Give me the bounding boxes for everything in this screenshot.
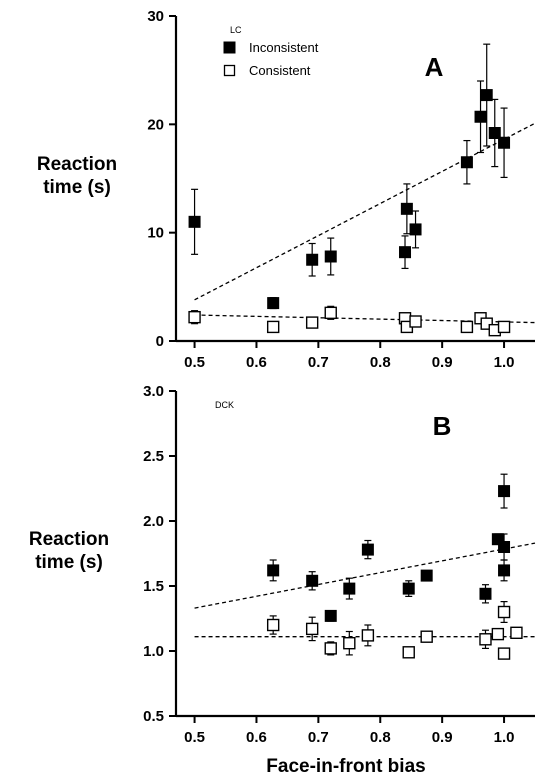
panel-a-point-inconsistent (188, 215, 201, 228)
panel-b-point-inconsistent (491, 533, 504, 546)
panel-a-point-inconsistent (306, 253, 319, 266)
panel-a-point-inconsistent (480, 89, 493, 102)
panel-a-x-tick-label: 0.5 (184, 354, 205, 371)
panel-a-point-consistent (324, 306, 337, 320)
panel-a-point-inconsistent (474, 110, 487, 123)
legend-filled-square-icon (223, 41, 236, 54)
panel-a-point-consistent (497, 320, 511, 334)
panel-b: 0.5 1.0 1.5 2.0 2.5 3.0 0.5 0.6 0.7 0.8 0.9 1.0 Rea… (29, 383, 536, 777)
panel-b-axes: 0.5 1.0 1.5 2.0 2.5 3.0 0.5 0.6 0.7 0.8 0.9 1.0 (143, 383, 535, 746)
panel-a-y-tick-label: 30 (147, 8, 164, 25)
panel-b-x-tick-label: 0.5 (184, 729, 205, 746)
panel-a-x-tick-label: 0.6 (246, 354, 267, 371)
panel-a-y-tick-label: 10 (147, 225, 164, 242)
panel-a-point-inconsistent (488, 127, 501, 139)
panel-a-x-tick-label: 0.8 (370, 354, 391, 371)
panel-a-point-consistent (409, 315, 422, 328)
panel-b-subject-label: DCK (215, 400, 234, 410)
panel-a-point-inconsistent (409, 223, 422, 236)
panel-a-y-axis-label: Reaction time (s) (37, 154, 117, 198)
panel-b-x-tick-label: 0.6 (246, 729, 267, 746)
panel-b-point-consistent (343, 637, 356, 650)
panel-b-x-tick-label: 0.7 (308, 729, 329, 746)
panel-a-point-inconsistent (460, 156, 473, 169)
panel-b-point-inconsistent (479, 587, 492, 600)
panel-a-y-tick-label: 0 (156, 333, 164, 350)
panel-b-point-consistent (266, 618, 280, 632)
panel-a-point-consistent (266, 320, 280, 334)
panel-b-point-inconsistent (361, 543, 374, 556)
panel-b-xlabel: Face-in-front bias (266, 756, 425, 777)
panel-a-x-tick-label: 1.0 (494, 354, 515, 371)
panel-a-x-tick-label: 0.9 (432, 354, 453, 371)
legend-open-square-icon (223, 64, 236, 77)
panel-b-trend-line-inconsistent (194, 542, 536, 609)
panel-b-ylabel-line-1: Reaction (29, 529, 109, 550)
panel-b-y-tick-label: 3.0 (143, 383, 164, 400)
panel-b-point-consistent (510, 626, 523, 639)
panel-b-point-inconsistent (498, 564, 511, 577)
panel-b-point-inconsistent (498, 541, 511, 553)
panel-a-point-inconsistent (399, 246, 412, 259)
panel-b-point-inconsistent (498, 485, 511, 498)
panel-a: 0 10 20 30 0.5 0.6 0.7 0.8 0.9 1.0 Reaction time … (37, 8, 536, 371)
panel-a-axes: 0 10 20 30 0.5 0.6 0.7 0.8 0.9 1.0 (147, 8, 535, 371)
panel-b-point-consistent (491, 627, 505, 641)
panel-a-letter: A (425, 52, 444, 82)
panel-a-point-inconsistent (324, 250, 337, 263)
panel-b-ylabel-line-2: time (s) (35, 552, 103, 573)
panel-a-x-tick-label: 0.7 (308, 354, 329, 371)
legend-consistent-label: Consistent (249, 63, 311, 78)
panel-b-point-consistent (497, 647, 511, 660)
panel-b-x-tick-label: 0.8 (370, 729, 391, 746)
panel-b-point-inconsistent (306, 574, 319, 587)
panel-a-point-consistent (480, 317, 493, 330)
panel-a-trend-line-inconsistent (194, 122, 536, 301)
panel-a-trend-lines (194, 122, 536, 324)
legend-inconsistent-label: Inconsistent (249, 40, 319, 55)
panel-b-y-tick-label: 1.0 (143, 643, 164, 660)
panel-a-point-inconsistent (267, 297, 280, 310)
panel-b-point-consistent (497, 605, 511, 619)
panel-b-point-consistent (324, 642, 337, 655)
panel-a-ylabel-line-1: Reaction (37, 154, 117, 175)
panel-a-point-consistent (305, 316, 319, 329)
panel-b-point-inconsistent (420, 569, 433, 582)
panel-a-point-consistent (188, 310, 201, 324)
panel-a-point-inconsistent (498, 136, 511, 149)
panel-a-subject-label: LC (230, 25, 242, 35)
panel-a-ylabel-line-2: time (s) (43, 177, 111, 198)
panel-b-y-tick-label: 0.5 (143, 708, 164, 725)
panel-b-letter: B (433, 411, 452, 441)
panel-b-point-inconsistent (343, 582, 356, 595)
panel-b-x-tick-label: 1.0 (494, 729, 515, 746)
panel-b-y-tick-label: 1.5 (143, 578, 164, 595)
legend: Inconsistent Consistent (223, 40, 319, 78)
panel-b-point-consistent (361, 629, 375, 642)
panel-b-point-consistent (305, 622, 319, 636)
panel-b-point-inconsistent (324, 609, 337, 622)
panel-a-y-tick-label: 20 (147, 116, 164, 133)
panel-b-y-axis-label: Reaction time (s) (29, 529, 109, 573)
panel-b-y-tick-label: 2.0 (143, 513, 164, 530)
panel-a-point-inconsistent (400, 202, 413, 215)
panel-b-y-tick-label: 2.5 (143, 448, 164, 465)
panel-b-point-consistent (479, 633, 492, 646)
panel-b-data-marks (266, 473, 523, 660)
panel-b-point-consistent (402, 646, 415, 659)
panel-b-x-tick-label: 0.9 (432, 729, 453, 746)
panel-b-point-inconsistent (267, 564, 280, 577)
panel-b-point-consistent (420, 630, 433, 643)
panel-a-data-marks (188, 43, 511, 337)
panel-b-point-inconsistent (402, 582, 415, 595)
panel-a-point-consistent (460, 320, 474, 334)
